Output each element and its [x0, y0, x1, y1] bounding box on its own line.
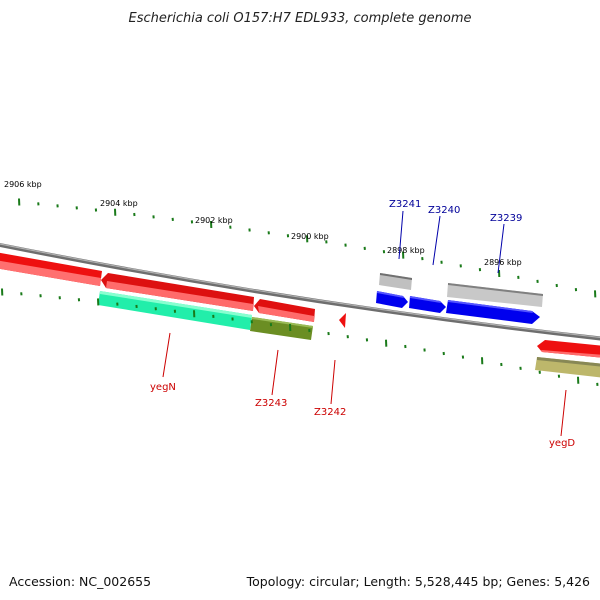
kbp-label-2898: 2898 kbp — [387, 246, 425, 255]
forward-genes — [0, 252, 600, 358]
gene-label-yegn[interactable]: yegN — [150, 382, 176, 393]
gene-z3242[interactable] — [339, 313, 346, 328]
accession-text: Accession: NC_002655 — [9, 574, 151, 589]
outer-tick-ring — [18, 198, 597, 298]
genome-summary-text: Topology: circular; Length: 5,528,445 bp… — [246, 574, 590, 589]
gene-yegd[interactable] — [535, 357, 600, 378]
gene-label-yegd[interactable]: yegD — [549, 438, 575, 449]
leader-lines — [162, 210, 567, 437]
gene-red-left-2[interactable] — [101, 273, 254, 311]
gene-z3239[interactable] — [446, 300, 540, 324]
gene-red-left-3[interactable] — [254, 299, 315, 322]
gene-gray-z3239-top[interactable] — [447, 283, 543, 307]
gene-z3241[interactable] — [376, 291, 408, 308]
gene-label-z3240[interactable]: Z3240 — [428, 205, 460, 216]
kbp-label-2906: 2906 kbp — [4, 180, 42, 189]
gene-z3243[interactable] — [250, 317, 313, 340]
gene-red-right[interactable] — [537, 340, 600, 358]
inner-tick-ring — [1, 288, 599, 386]
kbp-label-2902: 2902 kbp — [195, 216, 233, 225]
kbp-label-2896: 2896 kbp — [484, 258, 522, 267]
gene-label-z3242[interactable]: Z3242 — [314, 407, 346, 418]
kbp-label-2900: 2900 kbp — [291, 232, 329, 241]
genome-backbone — [0, 242, 600, 341]
map-title: Escherichia coli O157:H7 EDL933, complet… — [129, 11, 472, 26]
gene-gray-small[interactable] — [379, 273, 412, 290]
gene-z3240[interactable] — [409, 296, 446, 313]
gene-label-z3243[interactable]: Z3243 — [255, 398, 287, 409]
gene-label-z3239[interactable]: Z3239 — [490, 213, 522, 224]
gene-red-left-1[interactable] — [0, 252, 102, 286]
gene-label-z3241[interactable]: Z3241 — [389, 199, 421, 210]
kbp-label-2904: 2904 kbp — [100, 199, 138, 208]
